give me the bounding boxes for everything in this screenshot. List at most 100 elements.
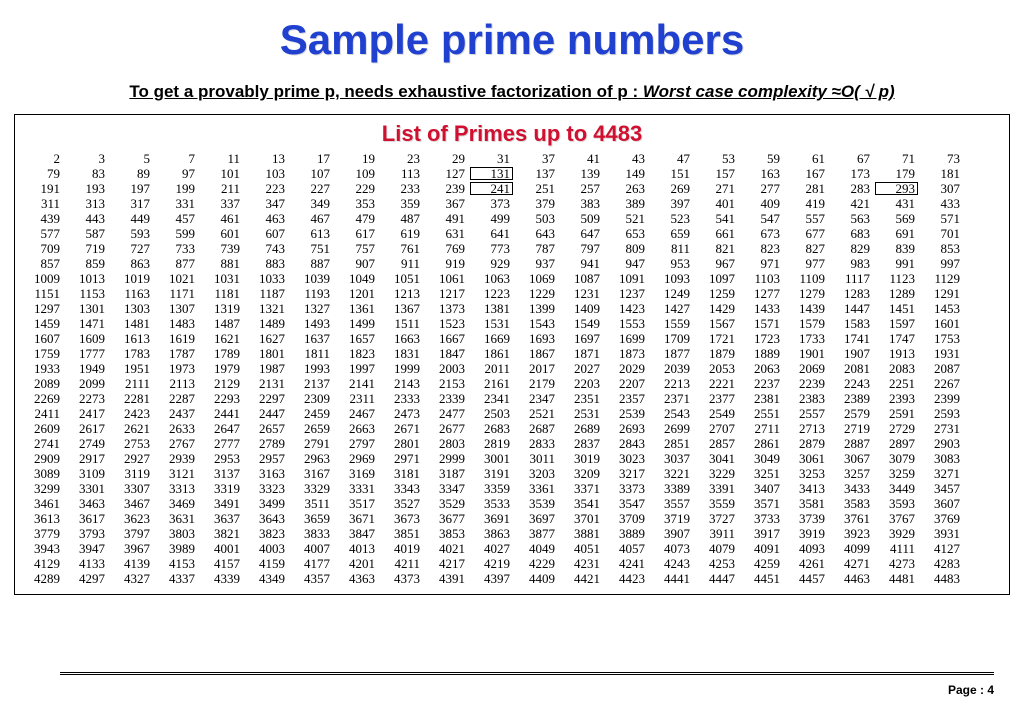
- list-title: List of Primes up to 4483: [19, 121, 1005, 151]
- prime-cell: 1931: [919, 346, 964, 361]
- prime-cell: 541: [694, 211, 739, 226]
- prime-cell: 1409: [559, 301, 604, 316]
- prime-cell: 1123: [874, 271, 919, 286]
- prime-cell: 2111: [109, 376, 154, 391]
- prime-cell: 419: [784, 196, 829, 211]
- prime-cell: 1481: [109, 316, 154, 331]
- prime-cell: 883: [244, 256, 289, 271]
- prime-cell: 3167: [289, 466, 334, 481]
- prime-cell: 3181: [379, 466, 424, 481]
- prime-cell: 1637: [289, 331, 334, 346]
- prime-cell: 2837: [559, 436, 604, 451]
- prime-cell: 769: [424, 241, 469, 256]
- prime-cell: 2377: [694, 391, 739, 406]
- prime-cell: 4421: [559, 571, 604, 586]
- prime-cell: 4057: [604, 541, 649, 556]
- prime-cell: 863: [109, 256, 154, 271]
- prime-cell: 1877: [649, 346, 694, 361]
- prime-cell: 1997: [334, 361, 379, 376]
- prime-cell: 1907: [829, 346, 874, 361]
- prime-cell: 3457: [919, 481, 964, 496]
- prime-cell: 3823: [244, 526, 289, 541]
- prime-cell: 547: [739, 211, 784, 226]
- prime-cell: 1607: [19, 331, 64, 346]
- prime-cell: 47: [649, 151, 694, 166]
- prime-cell: 571: [919, 211, 964, 226]
- prime-row: 4129413341394153415741594177420142114217…: [19, 556, 1005, 571]
- prime-cell: 4363: [334, 571, 379, 586]
- prime-cell: 89: [109, 166, 154, 181]
- prime-cell: 3617: [64, 511, 109, 526]
- prime-row: 1459147114811483148714891493149915111523…: [19, 316, 1005, 331]
- prime-cell: 2593: [919, 406, 964, 421]
- prime-cell: 829: [829, 241, 874, 256]
- prime-cell: 311: [19, 196, 64, 211]
- prime-cell: 2243: [829, 376, 874, 391]
- prime-cell: 4243: [649, 556, 694, 571]
- prime-cell: 479: [334, 211, 379, 226]
- prime-cell: 2851: [649, 436, 694, 451]
- prime-cell: 1069: [514, 271, 559, 286]
- prime-cell: 743: [244, 241, 289, 256]
- prime-row: 23571113171923293137414347535961677173: [19, 151, 1005, 166]
- prime-cell: 3257: [829, 466, 874, 481]
- prime-cell: 2999: [424, 451, 469, 466]
- prime-cell: 1663: [379, 331, 424, 346]
- prime-cell: 1873: [604, 346, 649, 361]
- prime-cell: 2927: [109, 451, 154, 466]
- prime-cell: 79: [19, 166, 64, 181]
- prime-cell: 227: [289, 181, 334, 196]
- prime-cell: 1759: [19, 346, 64, 361]
- prime-cell: 757: [334, 241, 379, 256]
- prime-cell: 1451: [874, 301, 919, 316]
- prime-cell: 2789: [244, 436, 289, 451]
- prime-cell: 3691: [469, 511, 514, 526]
- prime-cell: 673: [739, 226, 784, 241]
- prime-cell: 1831: [379, 346, 424, 361]
- footer-rule: [60, 672, 994, 675]
- prime-cell: 3659: [289, 511, 334, 526]
- prime-cell: 3917: [739, 526, 784, 541]
- prime-cell: 2267: [919, 376, 964, 391]
- prime-cell: 619: [379, 226, 424, 241]
- prime-cell: 1693: [514, 331, 559, 346]
- prime-cell: 1277: [739, 286, 784, 301]
- prime-cell: 3761: [829, 511, 874, 526]
- prime-cell: 971: [739, 256, 784, 271]
- prime-cell: 2917: [64, 451, 109, 466]
- prime-cell: 1013: [64, 271, 109, 286]
- prime-cell: 1327: [289, 301, 334, 316]
- prime-cell: 3343: [379, 481, 424, 496]
- prime-cell: 2819: [469, 436, 514, 451]
- prime-cell: 3407: [739, 481, 784, 496]
- prime-cell: 2063: [739, 361, 784, 376]
- prime-cell: 3803: [154, 526, 199, 541]
- prime-cell: 3677: [424, 511, 469, 526]
- prime-cell: 2687: [514, 421, 559, 436]
- prime-cell: 1213: [379, 286, 424, 301]
- prime-cell: 3037: [649, 451, 694, 466]
- prime-cell: 1381: [469, 301, 514, 316]
- prime-cell: 2777: [199, 436, 244, 451]
- prime-cell: 1229: [514, 286, 559, 301]
- prime-cell: 1303: [109, 301, 154, 316]
- prime-cell: 1427: [649, 301, 694, 316]
- prime-cell: 1559: [649, 316, 694, 331]
- prime-cell: 521: [604, 211, 649, 226]
- prime-cell: 331: [154, 196, 199, 211]
- prime-cell: 4457: [784, 571, 829, 586]
- prime-cell: 3433: [829, 481, 874, 496]
- prime-cell: 2153: [424, 376, 469, 391]
- prime-cell: 1999: [379, 361, 424, 376]
- prime-cell: 2539: [604, 406, 649, 421]
- prime-cell: 11: [199, 151, 244, 166]
- prime-cell: 1163: [109, 286, 154, 301]
- prime-cell: 4441: [649, 571, 694, 586]
- prime-cell: 3307: [109, 481, 154, 496]
- prime-cell: 2521: [514, 406, 559, 421]
- prime-cell: 739: [199, 241, 244, 256]
- prime-cell: 3001: [469, 451, 514, 466]
- prime-cell: 991: [874, 256, 919, 271]
- prime-cell: 881: [199, 256, 244, 271]
- prime-cell: 823: [739, 241, 784, 256]
